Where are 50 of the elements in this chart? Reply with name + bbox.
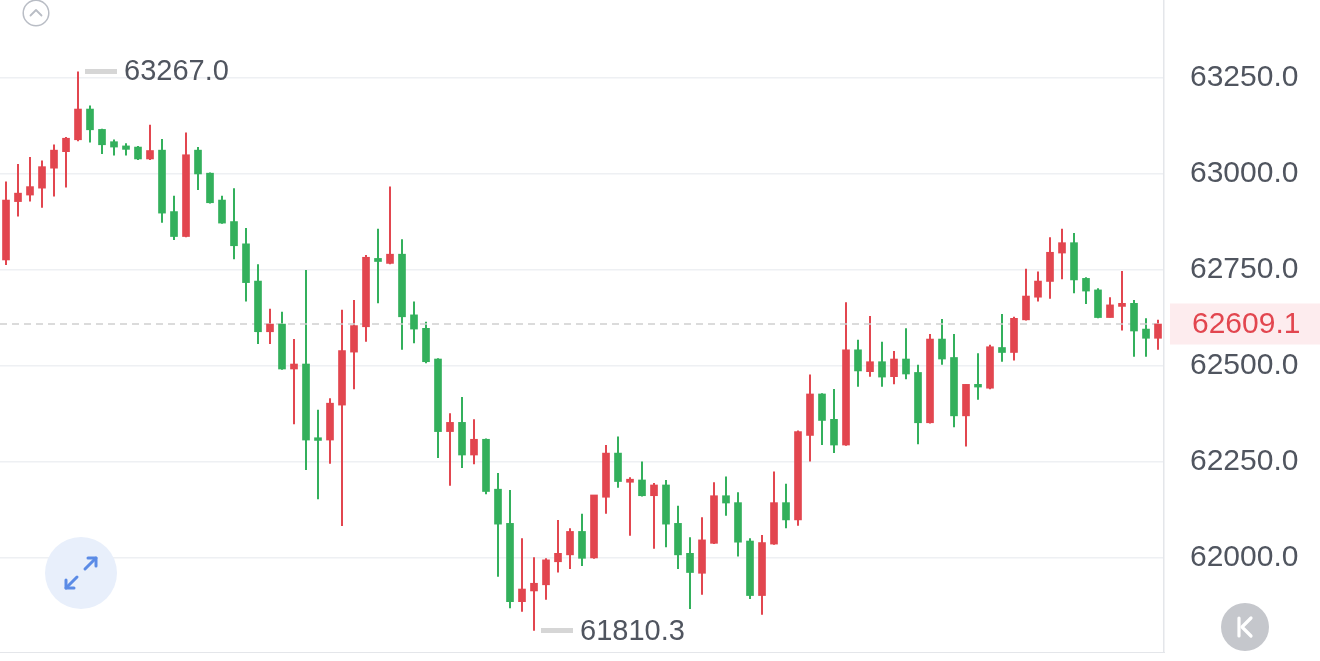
candlestick — [782, 482, 790, 530]
candlestick — [446, 412, 454, 487]
candlestick — [554, 518, 562, 574]
candlestick — [650, 482, 658, 550]
candlestick — [290, 338, 298, 426]
candlestick — [878, 340, 886, 388]
candlestick — [1034, 270, 1042, 303]
candlestick — [1082, 276, 1090, 306]
candlestick — [638, 460, 646, 498]
y-tick-label: 63250.0 — [1190, 59, 1299, 93]
y-tick-label: 62000.0 — [1190, 539, 1299, 573]
candlestick — [98, 127, 106, 155]
candlestick — [722, 475, 730, 517]
candlestick — [974, 352, 982, 401]
candlestick — [86, 104, 94, 144]
candlestick — [470, 418, 478, 466]
candlestick — [14, 162, 22, 218]
candlestick — [62, 136, 70, 189]
annotation: 61810.3 — [580, 613, 685, 646]
candlestick — [902, 327, 910, 381]
candlestick — [26, 156, 34, 203]
candlestick — [686, 536, 694, 610]
candlestick — [410, 300, 418, 345]
candlestick — [530, 556, 538, 632]
y-tick-label: 62250.0 — [1190, 443, 1299, 477]
candlestick — [938, 318, 946, 366]
candlestick — [314, 408, 322, 501]
candlestick — [518, 537, 526, 613]
candlestick — [890, 349, 898, 386]
y-tick-label: 62500.0 — [1190, 347, 1299, 381]
candlestick — [1142, 317, 1150, 358]
candlestick — [854, 338, 862, 388]
candlestick — [146, 123, 154, 162]
ref-line-label: 62609.1 — [1192, 306, 1301, 340]
candlestick — [50, 143, 58, 198]
candlestick — [1106, 296, 1114, 319]
candlestick — [1154, 318, 1162, 351]
y-tick-label: 62750.0 — [1190, 251, 1299, 285]
candlestick — [218, 194, 226, 225]
candlestick — [998, 313, 1006, 363]
candlestick — [374, 227, 382, 305]
candlestick — [1118, 270, 1126, 332]
candlestick — [866, 315, 874, 378]
candlestick — [626, 476, 634, 537]
candlestick — [1058, 227, 1066, 281]
candlestick — [38, 159, 46, 209]
y-tick-label: 63000.0 — [1190, 155, 1299, 189]
candlestick — [266, 307, 274, 346]
candlestick — [386, 185, 394, 266]
annotation: 63267.0 — [124, 54, 229, 87]
